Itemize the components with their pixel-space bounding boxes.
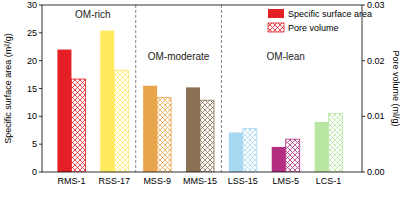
surface-area-bar <box>229 132 243 172</box>
legend-swatch <box>268 9 284 18</box>
y-tick-label: 25 <box>27 28 37 38</box>
pore-volume-bar <box>200 100 214 172</box>
surface-area-bar <box>186 87 200 172</box>
legend-swatch <box>268 23 284 32</box>
y2-tick <box>362 172 365 173</box>
y-tick-label: 30 <box>27 0 37 10</box>
group-separator <box>135 5 136 172</box>
y-tick-label: 15 <box>27 84 37 94</box>
pore-volume-bar <box>71 79 85 172</box>
legend-label: Specific surface area <box>288 9 372 19</box>
x-tick-label: LMS-5 <box>272 176 299 186</box>
y-axis-label: Specific surface area (m²/g) <box>3 33 13 144</box>
surface-area-bar <box>272 147 286 172</box>
group-label: OM-moderate <box>148 51 210 62</box>
y2-tick-label: 0.02 <box>367 56 385 66</box>
x-tick-label: MMS-15 <box>183 176 217 186</box>
x-tick-label: LSS-15 <box>228 176 258 186</box>
surface-area-bar <box>57 50 71 172</box>
x-tick-label: MSS-9 <box>143 176 171 186</box>
y-tick <box>39 172 42 173</box>
y-tick <box>39 144 42 145</box>
pore-volume-bar <box>286 139 300 172</box>
y-tick-label: 20 <box>27 56 37 66</box>
pore-volume-bar <box>114 70 128 172</box>
group-separator <box>221 5 222 172</box>
x-tick-label: RMS-1 <box>57 176 85 186</box>
pore-volume-bar <box>157 97 171 172</box>
y-tick-label: 10 <box>27 111 37 121</box>
frame <box>42 5 362 172</box>
bars <box>57 31 342 172</box>
y2-tick-label: 0.01 <box>367 111 385 121</box>
y-tick-label: 0 <box>32 167 37 177</box>
surface-area-bar <box>100 31 114 172</box>
surface-area-bar <box>143 86 157 172</box>
chart: OM-rich OM-moderate OM-lean 0 5 10 15 20 25 30 0.0… <box>0 0 400 202</box>
y2-tick <box>362 116 365 117</box>
y2-tick-label: 0.00 <box>367 167 385 177</box>
y-tick <box>39 32 42 33</box>
y-tick <box>39 5 42 6</box>
pore-volume-bar <box>243 129 257 172</box>
y2-axis-label: Pore volume (ml/g) <box>391 50 400 126</box>
group-label: OM-lean <box>267 51 305 62</box>
x-tick-label: RSS-17 <box>99 176 131 186</box>
y-tick <box>39 116 42 117</box>
y-tick-label: 5 <box>32 139 37 149</box>
group-label: OM-rich <box>75 9 111 20</box>
legend-label: Pore volume <box>288 23 339 33</box>
x-tick-label: LCS-1 <box>316 176 342 186</box>
y2-tick <box>362 60 365 61</box>
y-tick <box>39 88 42 89</box>
pore-volume-bar <box>329 114 343 172</box>
surface-area-bar <box>315 122 329 172</box>
y2-tick <box>362 5 365 6</box>
y-tick <box>39 60 42 61</box>
